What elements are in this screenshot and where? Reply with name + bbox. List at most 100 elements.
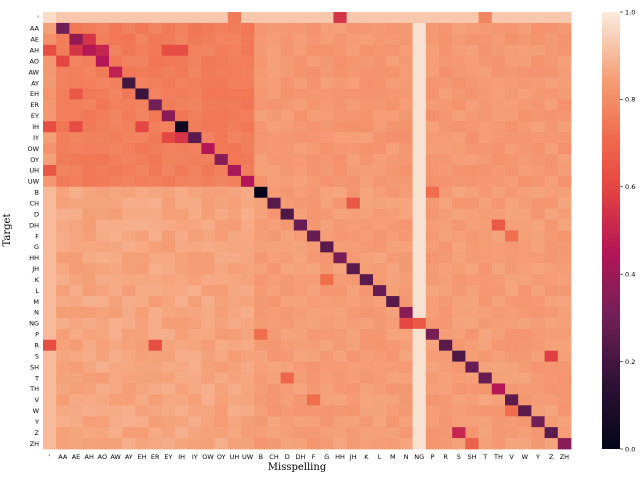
heatmap-cell bbox=[412, 197, 427, 210]
heatmap-cell bbox=[518, 361, 532, 373]
heatmap-cell bbox=[109, 274, 123, 286]
heatmap-cell bbox=[465, 306, 479, 319]
heatmap-cell bbox=[425, 55, 440, 68]
heatmap-cell bbox=[307, 427, 321, 439]
heatmap-cell bbox=[280, 143, 295, 155]
heatmap-cell bbox=[175, 317, 189, 330]
heatmap-cell bbox=[82, 143, 97, 155]
heatmap-cell bbox=[214, 44, 229, 57]
x-tick-label: R bbox=[443, 453, 448, 461]
heatmap-cell bbox=[175, 154, 189, 166]
heatmap-cell bbox=[307, 88, 321, 100]
heatmap-cell bbox=[346, 186, 361, 199]
heatmap-cell bbox=[95, 208, 110, 220]
heatmap-cell bbox=[82, 296, 97, 308]
heatmap-cell bbox=[386, 285, 400, 297]
heatmap-cell bbox=[346, 121, 361, 133]
heatmap-cell bbox=[69, 197, 83, 210]
y-tick-label: ZH bbox=[30, 440, 39, 448]
heatmap-cell bbox=[43, 55, 57, 68]
heatmap-cell bbox=[43, 383, 57, 395]
heatmap-cell bbox=[188, 77, 202, 89]
heatmap-cell bbox=[267, 438, 281, 450]
heatmap-cell bbox=[161, 175, 176, 188]
heatmap-cell bbox=[43, 121, 57, 133]
heatmap-cell bbox=[201, 77, 215, 89]
heatmap-cell bbox=[320, 296, 334, 308]
heatmap-cell bbox=[293, 405, 308, 417]
heatmap-cell bbox=[201, 12, 215, 24]
heatmap-cell bbox=[333, 372, 347, 384]
heatmap-cell bbox=[201, 99, 215, 111]
heatmap-cell bbox=[214, 274, 229, 286]
heatmap-cell bbox=[544, 416, 559, 428]
heatmap-cell bbox=[43, 154, 57, 166]
heatmap-cell bbox=[241, 394, 255, 406]
heatmap-cell bbox=[531, 154, 545, 166]
heatmap-cell bbox=[491, 164, 506, 177]
heatmap-cell bbox=[95, 241, 110, 253]
heatmap-cell bbox=[227, 12, 242, 24]
heatmap-cell bbox=[373, 55, 387, 68]
heatmap-cell bbox=[56, 44, 70, 57]
x-tick-label: JH bbox=[349, 453, 357, 461]
heatmap-cell bbox=[201, 394, 215, 406]
heatmap-cell bbox=[505, 328, 519, 341]
heatmap-cell bbox=[175, 383, 189, 395]
heatmap-cell bbox=[214, 175, 229, 188]
heatmap-cell bbox=[135, 66, 149, 78]
x-tick-label: UH bbox=[230, 453, 240, 461]
heatmap-cell bbox=[43, 263, 57, 275]
heatmap-cell bbox=[201, 427, 215, 439]
heatmap-cell bbox=[241, 66, 255, 78]
heatmap-cell bbox=[359, 285, 374, 297]
heatmap-cell bbox=[531, 372, 545, 384]
heatmap-cell bbox=[254, 361, 268, 373]
heatmap-cell bbox=[478, 263, 493, 275]
heatmap-cell bbox=[95, 186, 110, 199]
heatmap-cell bbox=[320, 394, 334, 406]
heatmap-cell bbox=[95, 328, 110, 341]
heatmap-cell bbox=[320, 274, 334, 286]
heatmap-cell bbox=[439, 383, 453, 395]
heatmap-cell bbox=[320, 66, 334, 78]
heatmap-cell bbox=[135, 416, 149, 428]
heatmap-cell bbox=[109, 405, 123, 417]
y-tick-label: AA bbox=[30, 25, 40, 33]
x-axis-label: Misspelling bbox=[268, 462, 327, 473]
heatmap-cell bbox=[439, 328, 453, 341]
heatmap-cell bbox=[43, 350, 57, 363]
heatmap-cell bbox=[333, 175, 347, 188]
heatmap-cell bbox=[82, 285, 97, 297]
heatmap-cell bbox=[43, 44, 57, 57]
heatmap-cell bbox=[188, 394, 202, 406]
heatmap-cell bbox=[122, 22, 136, 35]
heatmap-cell bbox=[465, 99, 479, 111]
heatmap-cell bbox=[439, 252, 453, 264]
y-tick-label: Y bbox=[34, 418, 39, 426]
heatmap-cell bbox=[386, 99, 400, 111]
heatmap-cell bbox=[412, 143, 427, 155]
heatmap-cell bbox=[82, 186, 97, 199]
heatmap-cell bbox=[333, 328, 347, 341]
heatmap-cell bbox=[43, 285, 57, 297]
heatmap-cell bbox=[544, 208, 559, 220]
heatmap-cell bbox=[505, 296, 519, 308]
heatmap-cell bbox=[95, 219, 110, 231]
heatmap-cell bbox=[557, 427, 572, 439]
heatmap-cell bbox=[320, 55, 334, 68]
x-tick-label: AH bbox=[85, 453, 94, 461]
heatmap-cell bbox=[491, 77, 506, 89]
heatmap-cell bbox=[491, 121, 506, 133]
heatmap-cell bbox=[227, 263, 242, 275]
heatmap-cell bbox=[320, 438, 334, 450]
heatmap-cell bbox=[148, 33, 163, 46]
heatmap-cell bbox=[425, 33, 440, 46]
heatmap-cell bbox=[227, 438, 242, 450]
heatmap-cell bbox=[346, 110, 361, 122]
heatmap-cell bbox=[491, 88, 506, 100]
heatmap-cell bbox=[69, 143, 83, 155]
heatmap-cell bbox=[399, 394, 413, 406]
heatmap-cell bbox=[359, 110, 374, 122]
heatmap-cell bbox=[505, 55, 519, 68]
